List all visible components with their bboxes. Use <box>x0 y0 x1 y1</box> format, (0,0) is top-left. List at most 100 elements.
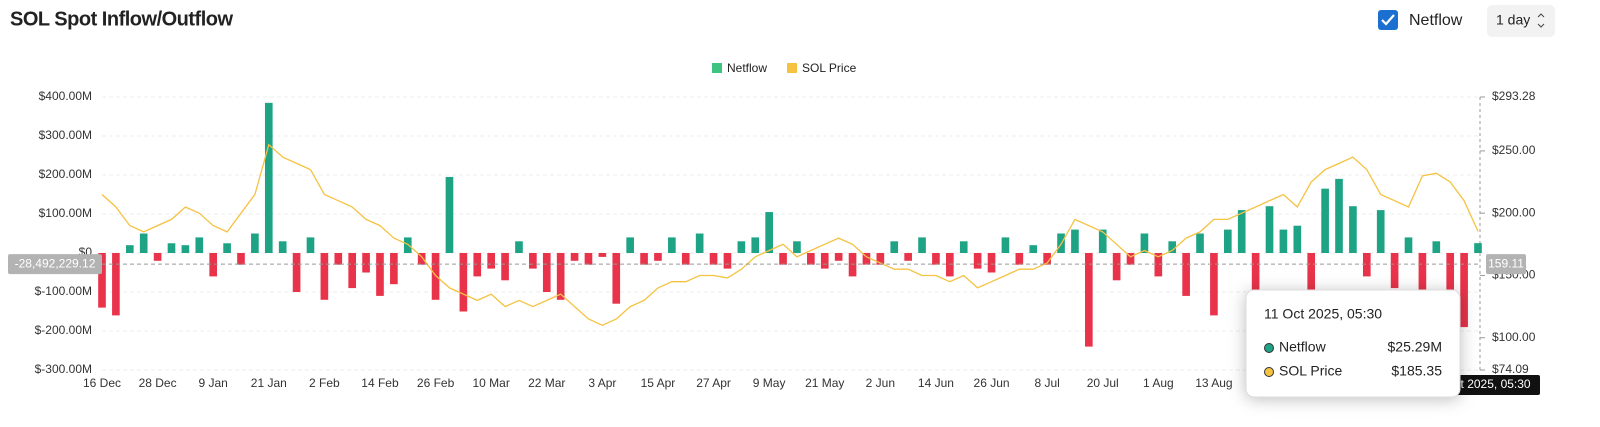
netflow-bar <box>946 253 954 277</box>
netflow-bar <box>709 253 718 265</box>
netflow-bar <box>1349 206 1357 253</box>
y2-tick-label: $100.00 <box>1492 330 1536 344</box>
netflow-bar <box>1196 233 1204 253</box>
crosshair-y2-box <box>1486 254 1526 275</box>
netflow-bar <box>1293 225 1302 253</box>
x-tick-label: 9 Jan <box>199 376 228 390</box>
netflow-bar <box>445 176 454 253</box>
netflow-bar <box>1418 253 1427 300</box>
x-tick-label: 26 Jun <box>974 376 1010 390</box>
netflow-bar <box>195 237 204 253</box>
netflow-bar <box>292 253 301 292</box>
y-tick-label: $-300.00M <box>35 362 92 376</box>
legend-swatch <box>787 63 797 73</box>
netflow-bar <box>584 253 593 265</box>
netflow-bar <box>959 241 968 253</box>
legend-label: Netflow <box>727 61 767 75</box>
x-tick-label: 16 Dec <box>83 376 121 390</box>
y2-tick-label: $293.28 <box>1492 89 1536 103</box>
x-tick-label: 15 Apr <box>641 376 676 390</box>
netflow-bar <box>1043 253 1051 265</box>
netflow-bar <box>237 253 245 265</box>
x-tick-label: 20 Jul <box>1087 376 1119 390</box>
netflow-bar <box>1001 237 1010 253</box>
interval-select[interactable] <box>1487 5 1555 37</box>
netflow-bar <box>1210 253 1218 316</box>
y-tick-label: $-200.00M <box>35 323 92 337</box>
interval-label[interactable]: 1 day <box>1496 12 1530 28</box>
x-tick-label: 26 Feb <box>417 376 455 390</box>
tooltip-marker <box>1264 367 1274 377</box>
netflow-bar <box>403 237 412 253</box>
netflow-bar <box>723 253 732 269</box>
netflow-bar <box>473 253 482 277</box>
netflow-bar <box>209 253 218 277</box>
tooltip-value: $185.35 <box>1391 363 1442 379</box>
netflow-bar <box>390 253 398 285</box>
netflow-bar <box>973 253 982 269</box>
netflow-bar <box>737 241 746 253</box>
x-tick-label: 27 Apr <box>696 376 731 390</box>
y-tick-label: $300.00M <box>39 128 92 142</box>
x-tick-label: 3 Apr <box>588 376 616 390</box>
x-tick-label: 9 May <box>753 376 786 390</box>
tooltip-name: SOL Price <box>1279 363 1342 379</box>
netflow-bar <box>181 245 190 253</box>
netflow-bar <box>223 243 231 253</box>
netflow-bar <box>1085 253 1093 347</box>
netflow-bar <box>1446 253 1455 320</box>
price-line <box>101 143 1479 327</box>
netflow-bar <box>264 102 273 253</box>
x-tick-label: 14 Jun <box>918 376 954 390</box>
netflow-bar <box>1307 253 1316 300</box>
x-tick-label: 2 Feb <box>309 376 340 390</box>
y2-tick-label: $74.09 <box>1492 362 1529 376</box>
select-arrows <box>1537 13 1545 28</box>
netflow-bar <box>1071 229 1079 253</box>
netflow-bar <box>98 253 106 308</box>
netflow-bar <box>1182 253 1190 296</box>
netflow-bar <box>1474 243 1482 253</box>
netflow-bar <box>431 253 440 300</box>
legend-swatch <box>712 63 722 73</box>
netflow-bar <box>417 253 426 265</box>
netflow-bar <box>695 233 704 253</box>
check-mark <box>1381 14 1395 26</box>
netflow-bar <box>515 241 523 253</box>
x-tick-label: 28 Dec <box>139 376 177 390</box>
netflow-bar <box>1376 210 1385 253</box>
netflow-bar <box>570 253 579 261</box>
netflow-bar <box>112 253 120 316</box>
netflow-bar <box>1321 188 1329 253</box>
netflow-bar <box>251 233 259 253</box>
netflow-bar <box>779 253 787 265</box>
netflow-bar <box>1112 253 1121 281</box>
toggle-label[interactable]: Netflow <box>1409 12 1463 29</box>
x-tick-label: 21 May <box>805 376 844 390</box>
netflow-bar <box>654 253 662 261</box>
netflow-bar <box>1015 253 1024 265</box>
netflow-bar <box>1251 253 1260 304</box>
netflow-bar <box>876 253 885 265</box>
netflow-bar <box>640 253 648 265</box>
netflow-bar <box>862 253 871 265</box>
y-tick-label: $100.00M <box>39 206 92 220</box>
netflow-bar <box>376 253 384 296</box>
netflow-bar <box>501 253 509 281</box>
tooltip-marker <box>1264 343 1274 353</box>
netflow-bar <box>793 241 801 253</box>
y2-tick-label: $200.00 <box>1492 205 1536 219</box>
netflow-bar <box>334 253 343 265</box>
netflow-checkbox[interactable] <box>1378 10 1398 30</box>
tooltip-title: 11 Oct 2025, 05:30 <box>1264 306 1382 322</box>
netflow-bar <box>1335 178 1343 253</box>
netflow-bar <box>1098 229 1107 253</box>
x-tick-label: 10 Mar <box>472 376 509 390</box>
netflow-bar <box>139 233 148 253</box>
netflow-bar <box>1460 253 1468 328</box>
netflow-bar <box>904 253 912 261</box>
crosshair-y2-label: 159.11 <box>1488 256 1524 270</box>
netflow-bar <box>556 253 565 300</box>
x-tick-label: 1 Aug <box>1143 376 1174 390</box>
x-tick-label: 2 Jun <box>866 376 895 390</box>
